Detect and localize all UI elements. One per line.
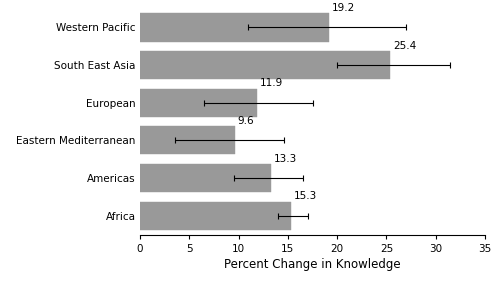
Bar bbox=[140, 89, 258, 117]
Text: 9.6: 9.6 bbox=[238, 116, 254, 126]
Text: 13.3: 13.3 bbox=[274, 154, 297, 164]
Bar bbox=[140, 164, 271, 192]
Text: 11.9: 11.9 bbox=[260, 78, 283, 88]
X-axis label: Percent Change in Knowledge: Percent Change in Knowledge bbox=[224, 258, 401, 271]
Text: 15.3: 15.3 bbox=[294, 191, 317, 201]
Text: 19.2: 19.2 bbox=[332, 3, 355, 13]
Text: 25.4: 25.4 bbox=[394, 41, 416, 51]
Bar bbox=[140, 202, 291, 230]
Bar bbox=[140, 126, 234, 154]
Bar bbox=[140, 51, 390, 79]
Bar bbox=[140, 13, 330, 41]
